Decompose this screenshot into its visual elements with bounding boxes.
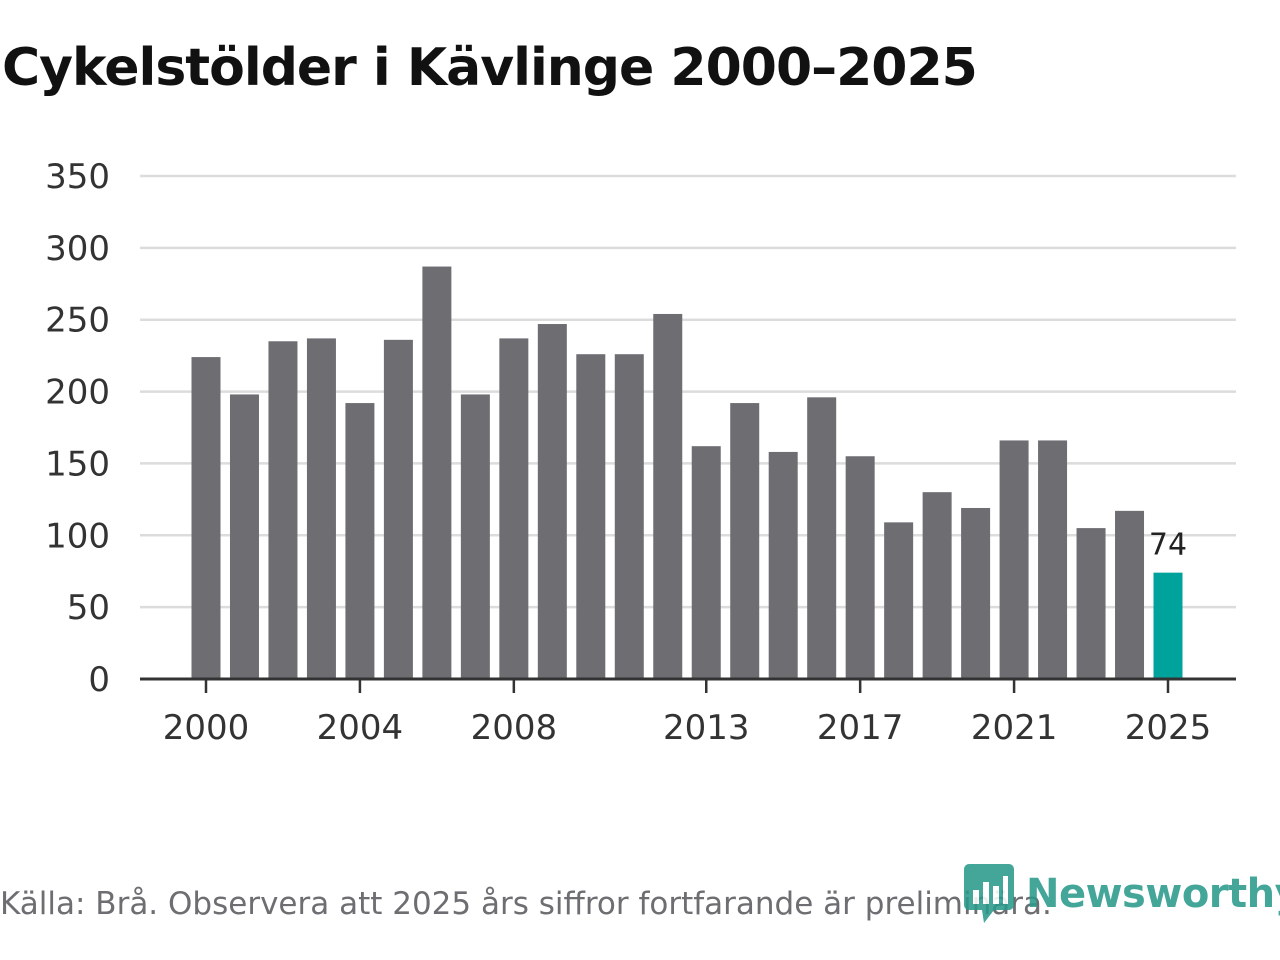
- x-tick-label: 2017: [817, 708, 904, 748]
- bar-2016: [807, 397, 837, 679]
- bar-2015: [768, 451, 798, 679]
- brand-logo: Newsworthy: [964, 864, 1280, 924]
- y-tick-label: 150: [45, 444, 110, 484]
- bar-2018: [884, 522, 914, 679]
- bar-2012: [653, 313, 683, 679]
- bar-2010: [576, 354, 606, 679]
- bar-2002: [268, 341, 298, 679]
- bar-2009: [537, 324, 567, 679]
- bar-2013: [691, 446, 721, 679]
- y-axis-ticks: 0 50 100 150 200 250 300 350: [45, 157, 110, 700]
- gridlines: [140, 174, 1236, 609]
- x-tick-label: 2021: [971, 708, 1058, 748]
- bar-2022: [1038, 440, 1068, 679]
- bar-2005: [383, 339, 413, 679]
- bar-2000: [191, 357, 221, 679]
- y-tick-label: 350: [45, 157, 110, 197]
- bar-2003: [306, 338, 336, 679]
- x-tick-label: 2004: [317, 708, 404, 748]
- bar-2008: [499, 338, 529, 679]
- bar-2011: [614, 354, 644, 679]
- y-tick-label: 100: [45, 516, 110, 556]
- bar-2014: [730, 403, 760, 679]
- x-axis: 2000 2004 2008 2013 2017 2021 2025: [140, 677, 1236, 748]
- x-tick-label: 2008: [471, 708, 558, 748]
- data-labels: 74: [1149, 528, 1187, 563]
- bar-2007: [460, 394, 490, 679]
- bar-chart-logo-icon: [964, 864, 1014, 923]
- bar-2023: [1076, 528, 1106, 679]
- y-tick-label: 200: [45, 373, 110, 413]
- x-tick-label: 2013: [663, 708, 750, 748]
- y-tick-label: 300: [45, 229, 110, 269]
- chart-title: Cykelstölder i Kävlinge 2000–2025: [2, 38, 978, 98]
- bar-2024: [1115, 510, 1145, 679]
- bar-2021: [999, 440, 1029, 679]
- bar-2004: [345, 403, 375, 679]
- bar-2020: [961, 507, 991, 679]
- bar-2017: [845, 456, 875, 679]
- brand-name: Newsworthy: [1026, 871, 1280, 917]
- y-tick-label: 250: [45, 301, 110, 341]
- bar-2025: [1153, 572, 1183, 679]
- x-tick-label: 2025: [1125, 708, 1212, 748]
- data-label-2025: 74: [1149, 528, 1187, 563]
- bar-2006: [422, 266, 452, 679]
- bar-2019: [922, 492, 952, 679]
- y-tick-label: 0: [88, 660, 110, 700]
- source-note: Källa: Brå. Observera att 2025 års siffr…: [0, 886, 1052, 922]
- y-tick-label: 50: [67, 588, 110, 628]
- x-tick-label: 2000: [163, 708, 250, 748]
- bar-2001: [229, 394, 259, 679]
- bars: [191, 266, 1183, 679]
